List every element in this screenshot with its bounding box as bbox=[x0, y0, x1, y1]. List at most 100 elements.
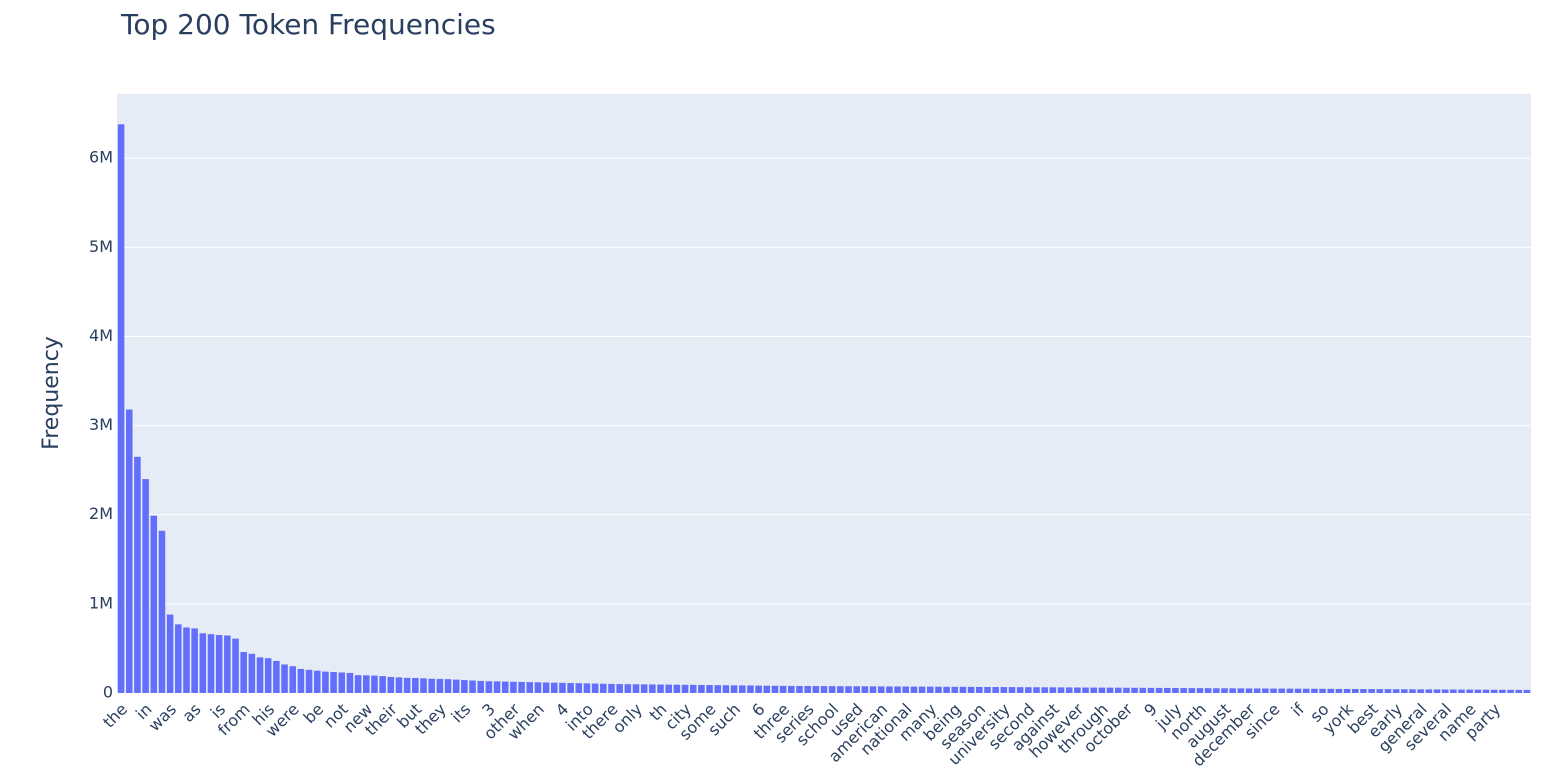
y-tick-label: 5M bbox=[89, 237, 113, 256]
bar bbox=[281, 664, 288, 693]
bar bbox=[877, 686, 885, 693]
bar bbox=[232, 638, 239, 693]
bar bbox=[1204, 688, 1212, 693]
bar bbox=[1499, 689, 1506, 693]
bar bbox=[289, 666, 296, 693]
bar bbox=[379, 676, 386, 693]
bar bbox=[608, 683, 615, 693]
bar bbox=[984, 686, 991, 693]
bar bbox=[853, 686, 860, 693]
bar bbox=[820, 686, 828, 693]
y-tick-label: 4M bbox=[89, 326, 113, 345]
bar bbox=[1490, 689, 1498, 693]
y-tick-label: 0 bbox=[103, 683, 113, 702]
bar bbox=[387, 676, 395, 693]
bar bbox=[1033, 687, 1040, 693]
bar bbox=[551, 682, 558, 693]
bar bbox=[559, 682, 566, 693]
bar bbox=[796, 685, 803, 693]
bar bbox=[1507, 689, 1514, 693]
bar bbox=[1360, 689, 1367, 693]
bar bbox=[477, 680, 484, 693]
bar bbox=[730, 685, 738, 693]
bar bbox=[1335, 688, 1343, 693]
bar bbox=[886, 686, 893, 693]
bar bbox=[1123, 687, 1130, 693]
bar bbox=[436, 678, 444, 693]
bar bbox=[420, 678, 427, 693]
bar bbox=[1065, 687, 1073, 693]
bar bbox=[305, 669, 313, 693]
bar bbox=[1098, 687, 1106, 693]
bar bbox=[444, 679, 452, 693]
bar bbox=[1172, 688, 1179, 693]
bar bbox=[150, 515, 158, 693]
x-tick-label: be bbox=[300, 700, 328, 728]
x-tick-label: the bbox=[99, 700, 131, 732]
bar bbox=[1188, 688, 1196, 693]
bar bbox=[1343, 688, 1351, 693]
bar bbox=[747, 685, 754, 693]
bar bbox=[1384, 689, 1392, 693]
bar bbox=[845, 686, 852, 693]
bar bbox=[828, 686, 836, 693]
bar bbox=[191, 628, 198, 693]
bar bbox=[1474, 689, 1482, 693]
x-tick-label: if bbox=[1288, 699, 1309, 720]
bar bbox=[1147, 687, 1155, 693]
bar bbox=[788, 685, 795, 693]
bar bbox=[403, 677, 411, 693]
bar bbox=[183, 627, 190, 693]
bar bbox=[1302, 688, 1310, 693]
bar bbox=[649, 684, 656, 693]
bar bbox=[510, 681, 517, 693]
bar bbox=[910, 686, 918, 693]
bar bbox=[771, 685, 779, 693]
bar bbox=[1425, 689, 1433, 693]
bar bbox=[665, 684, 672, 693]
bar bbox=[1139, 687, 1147, 693]
bar bbox=[371, 675, 378, 693]
bar bbox=[837, 686, 844, 693]
bar bbox=[542, 682, 550, 693]
y-tick-label: 1M bbox=[89, 593, 113, 612]
bar bbox=[935, 686, 942, 693]
bar bbox=[1368, 689, 1375, 693]
bar bbox=[199, 633, 207, 693]
bar bbox=[616, 684, 623, 693]
y-tick-label: 2M bbox=[89, 504, 113, 523]
x-tick-label: as bbox=[178, 700, 204, 726]
bar bbox=[967, 686, 975, 693]
bar bbox=[869, 686, 877, 693]
bar bbox=[501, 681, 509, 693]
bar bbox=[1025, 687, 1032, 693]
bar bbox=[1082, 687, 1089, 693]
bar bbox=[1433, 689, 1441, 693]
bar bbox=[1466, 689, 1473, 693]
bar bbox=[575, 683, 583, 693]
bar bbox=[1352, 688, 1359, 693]
x-tick-label: only bbox=[609, 700, 646, 737]
bar bbox=[412, 678, 419, 693]
bar bbox=[1131, 687, 1138, 693]
bar bbox=[624, 684, 632, 693]
bar bbox=[493, 681, 501, 693]
bar bbox=[1196, 688, 1204, 693]
bar bbox=[689, 684, 697, 693]
bar bbox=[395, 677, 403, 693]
bar bbox=[1155, 687, 1163, 693]
bar bbox=[1008, 687, 1016, 693]
bar bbox=[518, 681, 525, 693]
bar bbox=[640, 684, 648, 693]
bar bbox=[354, 675, 362, 693]
bar bbox=[992, 687, 999, 693]
bar bbox=[1000, 687, 1008, 693]
bar bbox=[959, 686, 967, 693]
bar bbox=[1417, 689, 1424, 693]
bar bbox=[583, 683, 591, 693]
bar bbox=[313, 670, 321, 693]
bar bbox=[894, 686, 901, 693]
bar bbox=[567, 683, 574, 693]
bar bbox=[297, 668, 305, 693]
bar bbox=[363, 675, 370, 693]
